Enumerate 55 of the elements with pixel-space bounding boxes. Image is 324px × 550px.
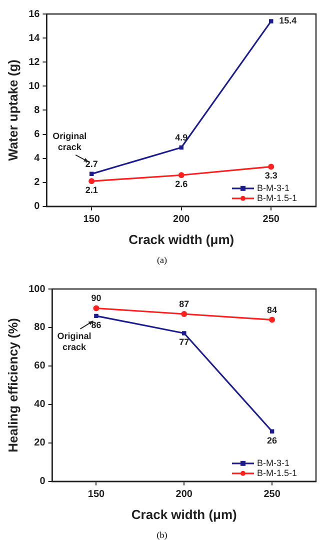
legend-label: B-M-1.5-1 <box>257 468 298 478</box>
y-tick-label: 20 <box>34 438 46 449</box>
data-label: 26 <box>267 435 278 446</box>
point <box>93 305 100 312</box>
data-label: 87 <box>179 298 190 309</box>
legend-label: B-M-1.5-1 <box>257 192 298 203</box>
y-tick-label: 12 <box>28 56 40 68</box>
y-tick-label: 60 <box>34 360 46 372</box>
point <box>179 145 184 150</box>
y-axis-title: Water uptake (g) <box>5 60 20 161</box>
annotation: Original crack <box>52 130 87 152</box>
data-label: 2.1 <box>85 185 98 196</box>
point <box>178 172 184 178</box>
data-label: 15.4 <box>279 16 297 26</box>
data-label: 90 <box>91 293 102 304</box>
y-tick-label: 2 <box>34 177 40 188</box>
x-tick-label: 250 <box>262 214 280 226</box>
x-axis-title: Crack width (μm) <box>128 232 234 247</box>
point <box>269 316 276 323</box>
data-label: 4.9 <box>175 132 188 142</box>
x-tick-label: 250 <box>264 489 281 500</box>
y-tick-label: 16 <box>28 8 40 20</box>
y-tick-label: 40 <box>34 399 46 410</box>
point <box>181 311 188 318</box>
point <box>182 331 186 336</box>
data-label: 3.3 <box>264 170 278 181</box>
x-tick-label: 200 <box>173 214 190 226</box>
data-label: 84 <box>267 304 278 315</box>
y-tick-label: 0 <box>34 201 40 212</box>
data-label: 86 <box>91 320 102 330</box>
y-tick-label: 4 <box>34 153 40 164</box>
text: (b) <box>156 530 168 540</box>
y-tick-label: 6 <box>34 129 40 140</box>
x-tick-label: 150 <box>88 489 106 500</box>
y-tick-label: 0 <box>40 476 46 488</box>
y-tick-label: 8 <box>34 104 40 116</box>
data-label: 77 <box>179 337 190 348</box>
y-tick-label: 10 <box>28 80 40 92</box>
y-tick-label: 14 <box>28 32 40 44</box>
y-tick-label: 100 <box>28 284 46 295</box>
point <box>268 164 274 170</box>
x-axis-title: Crack width (μm) <box>131 506 237 522</box>
annotation: Original crack <box>57 330 92 352</box>
text: (a) <box>156 255 168 265</box>
legend-label: B-M-3-1 <box>257 458 290 468</box>
point <box>94 314 98 318</box>
point <box>269 19 274 24</box>
y-axis-title: Healing efficiency (%) <box>5 318 20 452</box>
data-label: 2.6 <box>175 179 188 190</box>
x-tick-label: 200 <box>176 489 193 500</box>
point <box>88 178 95 184</box>
y-tick-label: 80 <box>34 322 46 334</box>
legend-label: B-M-3-1 <box>257 182 290 193</box>
data-label: 2.7 <box>85 158 98 169</box>
x-tick-label: 150 <box>83 214 100 226</box>
